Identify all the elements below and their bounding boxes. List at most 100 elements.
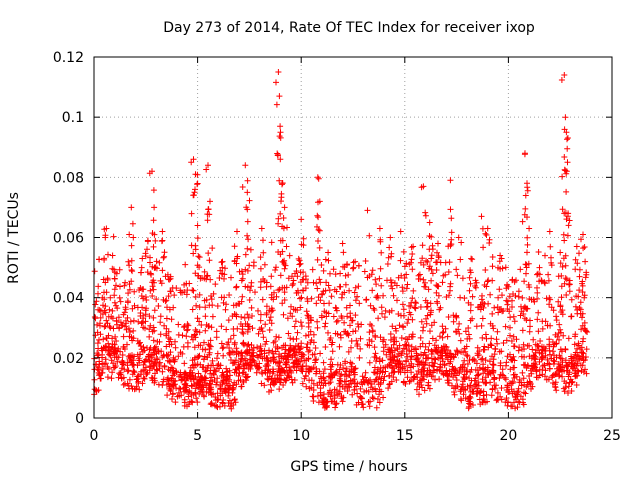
data-point	[317, 373, 324, 380]
data-point	[340, 249, 347, 256]
data-point	[374, 396, 381, 402]
data-point	[515, 347, 522, 354]
data-point	[390, 292, 397, 299]
data-point	[235, 377, 242, 384]
data-point	[535, 343, 542, 350]
data-point	[209, 313, 216, 320]
data-point	[130, 327, 137, 334]
data-point	[286, 252, 293, 259]
data-point	[560, 332, 567, 339]
data-point	[160, 378, 167, 385]
data-point	[574, 360, 581, 367]
data-point	[277, 237, 284, 244]
data-point	[171, 292, 178, 299]
data-point	[333, 368, 340, 375]
data-point	[327, 366, 334, 373]
data-point	[561, 154, 568, 160]
data-point	[496, 375, 503, 382]
data-point	[217, 362, 224, 369]
data-point	[382, 307, 389, 314]
data-point	[494, 304, 501, 311]
data-point	[125, 258, 132, 265]
data-point	[417, 334, 424, 341]
data-point	[304, 279, 311, 286]
data-point	[504, 282, 510, 289]
data-point	[425, 286, 432, 293]
data-point	[368, 322, 375, 329]
data-point	[226, 350, 233, 357]
data-point	[578, 236, 584, 243]
data-point	[357, 345, 364, 352]
data-point	[184, 287, 191, 294]
data-point	[352, 297, 359, 304]
data-point	[373, 281, 380, 288]
data-point	[231, 311, 238, 317]
data-point	[260, 237, 266, 244]
data-point	[522, 205, 529, 212]
data-point	[578, 326, 585, 333]
data-point	[297, 304, 304, 311]
data-point	[236, 363, 243, 370]
data-point	[397, 369, 404, 376]
data-point	[101, 289, 107, 296]
x-tick-label: 0	[90, 428, 99, 444]
data-point	[274, 151, 281, 158]
data-point	[288, 368, 294, 375]
data-point	[342, 272, 349, 279]
data-point	[242, 266, 249, 273]
data-point	[214, 303, 221, 309]
data-point	[503, 337, 510, 344]
data-point	[354, 390, 361, 397]
data-point	[229, 389, 236, 396]
data-point	[428, 277, 435, 284]
data-point	[409, 266, 416, 273]
data-point	[421, 361, 428, 368]
data-point	[286, 351, 293, 358]
data-point	[364, 274, 371, 281]
data-point	[216, 275, 223, 281]
data-point	[440, 371, 447, 378]
data-point	[304, 312, 311, 319]
data-point	[521, 211, 528, 218]
data-point	[366, 329, 373, 336]
data-point	[221, 387, 228, 394]
data-point	[244, 218, 251, 225]
data-point	[94, 340, 101, 347]
data-point	[238, 268, 245, 275]
data-point	[362, 369, 369, 376]
data-point	[128, 334, 135, 341]
data-point	[221, 402, 228, 409]
data-point	[144, 345, 150, 351]
data-point	[125, 290, 132, 297]
data-point	[116, 370, 123, 377]
data-point	[159, 237, 166, 244]
data-point	[223, 301, 230, 308]
data-point	[584, 329, 591, 335]
data-point	[325, 391, 332, 397]
data-point	[423, 315, 429, 322]
data-point	[522, 305, 529, 312]
data-point	[309, 266, 316, 273]
data-point	[100, 302, 106, 309]
data-point	[566, 369, 573, 376]
data-point	[324, 402, 330, 409]
data-point	[150, 217, 157, 224]
data-point	[566, 281, 573, 288]
data-point	[325, 282, 332, 289]
data-point	[195, 342, 202, 349]
data-point	[297, 269, 304, 276]
data-point	[327, 387, 333, 394]
data-point	[383, 351, 390, 358]
data-point	[310, 279, 317, 286]
data-point	[473, 360, 480, 367]
data-point	[337, 362, 344, 368]
data-point	[467, 401, 474, 408]
data-point	[104, 320, 111, 327]
data-point	[369, 394, 376, 401]
data-point	[510, 371, 517, 378]
data-point	[226, 378, 232, 385]
data-point	[293, 357, 300, 364]
data-point	[309, 351, 316, 358]
data-point	[202, 379, 208, 386]
data-point	[580, 231, 586, 238]
